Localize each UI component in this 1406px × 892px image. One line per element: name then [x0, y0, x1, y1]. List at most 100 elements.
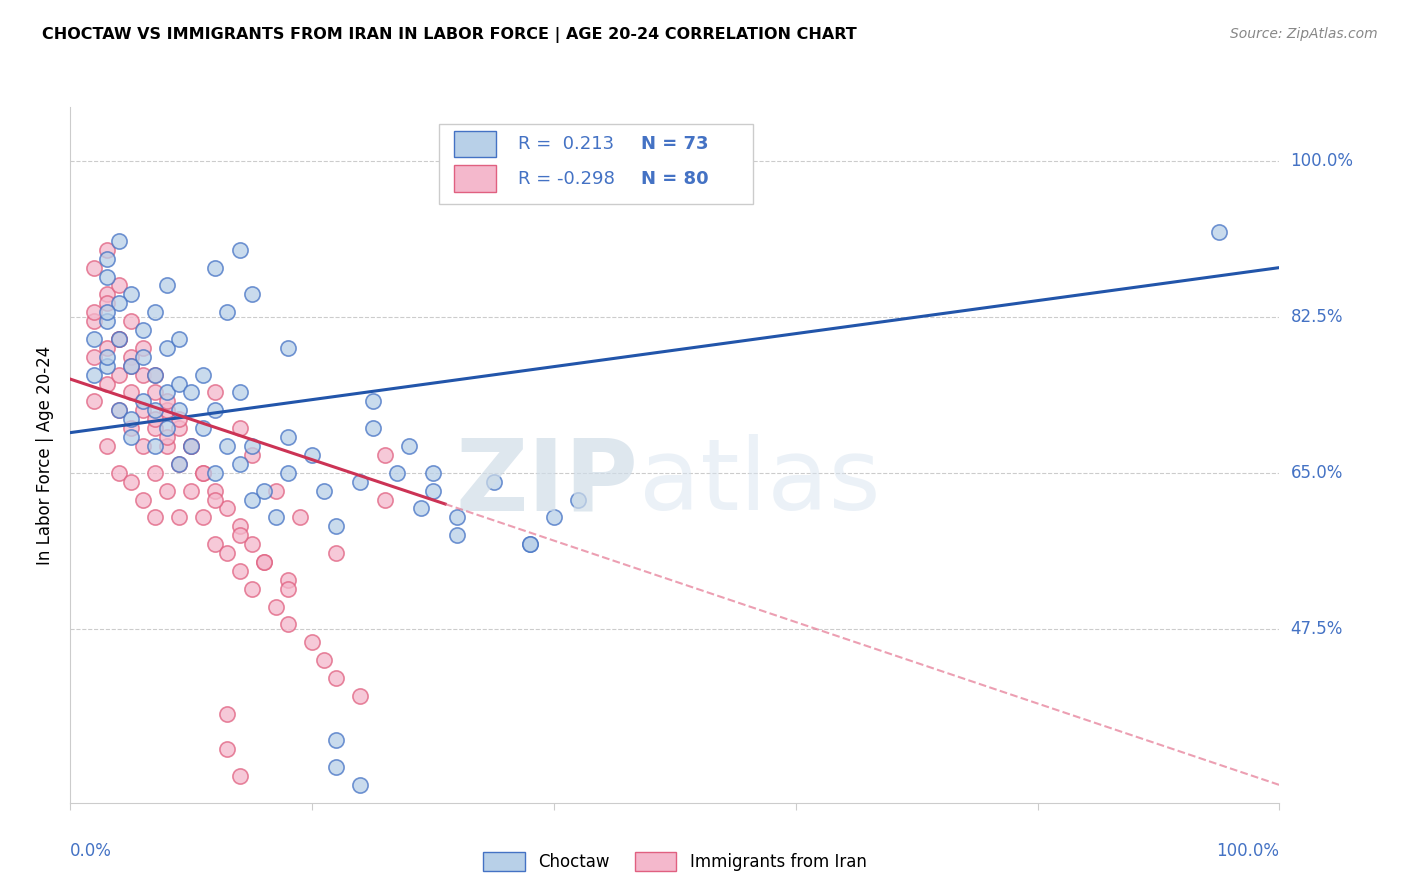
- Point: [325, 760, 347, 774]
- Bar: [454, 166, 496, 192]
- Point: [156, 278, 179, 293]
- Point: [83, 260, 105, 275]
- Text: 82.5%: 82.5%: [1291, 308, 1343, 326]
- Point: [83, 305, 105, 319]
- Point: [314, 483, 336, 498]
- Point: [277, 341, 299, 355]
- Text: N = 73: N = 73: [641, 135, 709, 153]
- Point: [204, 260, 226, 275]
- Point: [325, 733, 347, 747]
- Point: [264, 510, 287, 524]
- Point: [204, 466, 226, 480]
- Point: [120, 314, 142, 328]
- Point: [132, 394, 155, 409]
- Point: [325, 519, 347, 533]
- Point: [156, 394, 179, 409]
- Point: [204, 492, 226, 507]
- Point: [120, 385, 142, 400]
- Point: [156, 439, 179, 453]
- Point: [120, 421, 142, 435]
- Point: [143, 305, 166, 319]
- Point: [180, 439, 202, 453]
- Point: [193, 421, 215, 435]
- Point: [264, 599, 287, 614]
- Legend: Choctaw, Immigrants from Iran: Choctaw, Immigrants from Iran: [477, 846, 873, 878]
- Point: [83, 368, 105, 382]
- Point: [167, 376, 190, 391]
- Point: [107, 278, 129, 293]
- FancyBboxPatch shape: [439, 124, 754, 204]
- Point: [132, 350, 155, 364]
- Point: [288, 510, 311, 524]
- Text: Source: ZipAtlas.com: Source: ZipAtlas.com: [1230, 27, 1378, 41]
- Point: [107, 403, 129, 417]
- Point: [240, 492, 263, 507]
- Point: [193, 466, 215, 480]
- Point: [543, 510, 565, 524]
- Point: [167, 457, 190, 471]
- Point: [217, 439, 239, 453]
- Point: [156, 430, 179, 444]
- Point: [96, 243, 118, 257]
- Point: [240, 537, 263, 551]
- Point: [567, 492, 589, 507]
- Point: [120, 359, 142, 373]
- Point: [132, 492, 155, 507]
- Point: [228, 421, 250, 435]
- Point: [143, 466, 166, 480]
- Point: [228, 243, 250, 257]
- Point: [96, 252, 118, 266]
- Point: [349, 689, 371, 703]
- Point: [143, 403, 166, 417]
- Point: [204, 403, 226, 417]
- Point: [167, 332, 190, 346]
- Point: [132, 341, 155, 355]
- Point: [120, 430, 142, 444]
- Point: [107, 368, 129, 382]
- Point: [361, 394, 384, 409]
- Point: [107, 332, 129, 346]
- Point: [83, 314, 105, 328]
- Point: [120, 359, 142, 373]
- Point: [253, 555, 276, 569]
- Point: [96, 287, 118, 301]
- Point: [482, 475, 505, 489]
- Point: [167, 421, 190, 435]
- Point: [180, 439, 202, 453]
- Point: [96, 296, 118, 310]
- Point: [374, 448, 396, 462]
- Point: [217, 546, 239, 560]
- Point: [156, 403, 179, 417]
- Bar: [454, 131, 496, 157]
- Point: [277, 573, 299, 587]
- Point: [409, 501, 432, 516]
- Point: [277, 582, 299, 596]
- Text: 0.0%: 0.0%: [70, 842, 112, 860]
- Point: [120, 475, 142, 489]
- Point: [193, 466, 215, 480]
- Point: [228, 564, 250, 578]
- Point: [349, 475, 371, 489]
- Point: [240, 448, 263, 462]
- Point: [519, 537, 541, 551]
- Point: [120, 412, 142, 426]
- Point: [96, 305, 118, 319]
- Point: [361, 421, 384, 435]
- Text: N = 80: N = 80: [641, 169, 709, 187]
- Point: [446, 510, 468, 524]
- Point: [107, 332, 129, 346]
- Text: 100.0%: 100.0%: [1291, 152, 1354, 169]
- Point: [107, 296, 129, 310]
- Point: [96, 341, 118, 355]
- Point: [180, 439, 202, 453]
- Point: [96, 439, 118, 453]
- Point: [385, 466, 408, 480]
- Point: [132, 323, 155, 337]
- Point: [132, 439, 155, 453]
- Point: [120, 287, 142, 301]
- Point: [96, 269, 118, 284]
- Point: [228, 519, 250, 533]
- Point: [277, 430, 299, 444]
- Point: [277, 466, 299, 480]
- Text: CHOCTAW VS IMMIGRANTS FROM IRAN IN LABOR FORCE | AGE 20-24 CORRELATION CHART: CHOCTAW VS IMMIGRANTS FROM IRAN IN LABOR…: [42, 27, 856, 43]
